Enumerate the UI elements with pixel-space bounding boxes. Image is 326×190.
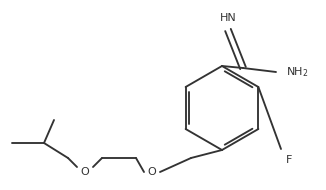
Text: F: F [286,155,292,165]
Text: O: O [81,167,89,177]
Text: O: O [148,167,156,177]
Text: NH$_2$: NH$_2$ [286,65,308,79]
Text: HN: HN [220,13,236,23]
